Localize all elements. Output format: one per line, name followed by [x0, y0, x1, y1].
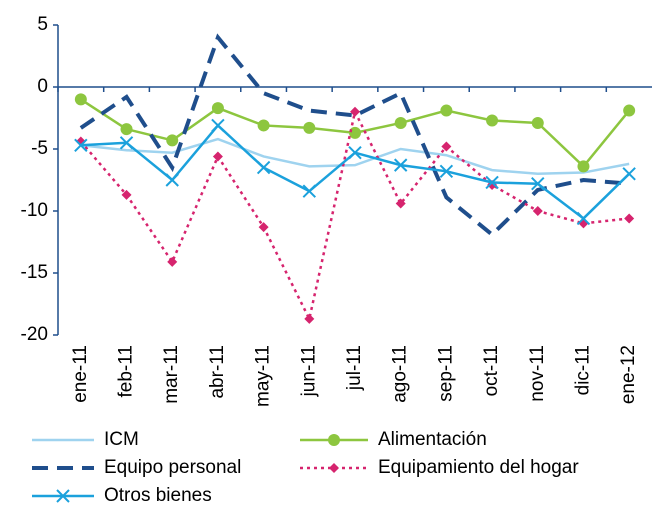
point [350, 106, 360, 117]
x-tick-label: oct-11 [481, 345, 502, 396]
point [120, 123, 133, 136]
point [623, 104, 636, 117]
point [166, 134, 179, 147]
point [532, 206, 543, 216]
x-tick-label: abr-11 [207, 345, 228, 399]
legend-label: Equipo personal [104, 457, 241, 478]
legend-label: Equipamiento del hogar [378, 457, 579, 478]
point [485, 175, 499, 190]
point [348, 146, 362, 160]
point [74, 138, 88, 152]
point [440, 104, 453, 117]
y-tick-label: -20 [21, 324, 48, 345]
x-tick-label: sep-11 [435, 345, 456, 402]
x-tick-label: nov-11 [527, 345, 548, 402]
series-line [79, 33, 630, 238]
point [624, 213, 635, 224]
point [304, 313, 315, 324]
x-tick-label: ene-11 [70, 345, 91, 403]
point [486, 114, 499, 127]
point [74, 93, 87, 106]
point [394, 116, 407, 129]
point [256, 160, 271, 175]
point [302, 184, 317, 198]
x-tick-label: ene-12 [618, 345, 639, 404]
point [441, 141, 452, 152]
point [167, 256, 178, 267]
point [121, 189, 132, 200]
series-line [79, 108, 630, 323]
x-tick-label: feb-11 [116, 345, 137, 397]
point [393, 158, 408, 172]
y-tick-label: -15 [21, 262, 48, 283]
point [576, 211, 591, 226]
point [211, 102, 224, 115]
point [165, 173, 179, 187]
x-tick-label: dic-11 [572, 345, 593, 395]
y-tick-label: 5 [37, 14, 48, 35]
y-tick-label: -5 [31, 138, 48, 159]
point [395, 198, 406, 209]
point [577, 160, 590, 173]
x-tick-label: mar-11 [161, 345, 182, 404]
x-tick-label: jul-11 [344, 345, 365, 391]
y-tick-label: -10 [21, 200, 48, 221]
y-tick-label: 0 [37, 76, 48, 97]
point [56, 489, 70, 503]
x-tick-label: jun-11 [298, 345, 319, 397]
point [258, 222, 269, 233]
point [328, 434, 340, 446]
point [531, 177, 545, 191]
x-tick-label: ago-11 [390, 345, 411, 403]
point [531, 116, 544, 129]
series-line [80, 123, 631, 221]
point [622, 167, 636, 181]
x-tick-label: may-11 [253, 345, 274, 407]
point [212, 151, 223, 162]
legend-label: Alimentación [378, 429, 487, 450]
point [439, 164, 454, 179]
series-line [80, 137, 630, 176]
legend-label: ICM [104, 429, 139, 450]
point [349, 126, 361, 139]
point [329, 463, 339, 473]
legend-label: Otros bienes [104, 485, 212, 506]
point [257, 119, 270, 132]
point [211, 118, 225, 133]
point [119, 136, 134, 150]
point [303, 121, 316, 134]
